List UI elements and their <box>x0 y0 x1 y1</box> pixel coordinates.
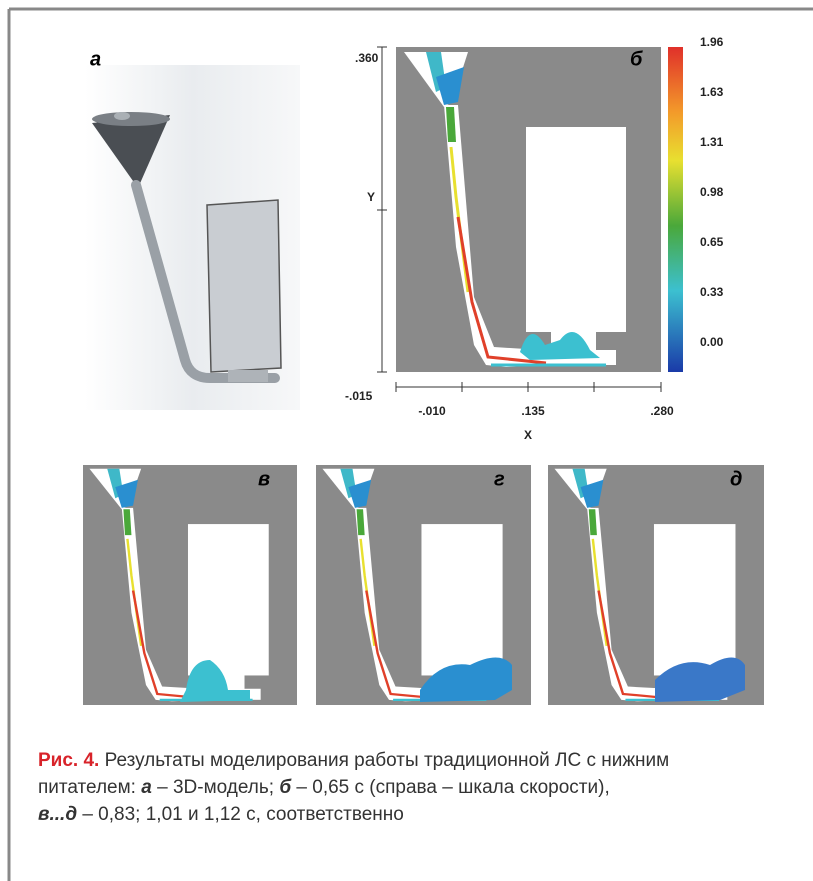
panel-label: в <box>258 468 270 490</box>
fluid <box>655 657 745 702</box>
x-label: X <box>524 428 532 442</box>
colorbar-label: 1.31 <box>700 135 724 149</box>
y-label: Y <box>367 190 375 204</box>
colorbar-labels: 1.96 1.63 1.31 0.98 0.65 0.33 0.00 <box>700 35 724 349</box>
fluid <box>520 332 600 360</box>
funnel-top <box>92 112 170 126</box>
colorbar <box>668 47 683 372</box>
colorbar-label: 0.98 <box>700 185 724 199</box>
caption-text: – 0,83; 1,01 и 1,12 с, соответственно <box>77 804 404 825</box>
colorbar-label: 0.00 <box>700 335 724 349</box>
caption-label: Рис. 4. <box>38 750 100 771</box>
caption-text: питателем: <box>38 777 142 798</box>
caption: Рис. 4. Результаты моделирования работы … <box>38 747 798 828</box>
fluid <box>180 660 250 702</box>
colorbar-label: 1.63 <box>700 85 724 99</box>
panel-label: а <box>90 48 101 70</box>
simulation <box>396 47 661 372</box>
y-top: .360 <box>355 51 379 65</box>
x-tick-label: .280 <box>650 404 674 418</box>
caption-text: а <box>141 777 152 798</box>
panel-label: г <box>494 468 505 490</box>
caption-text: – 0,65 с (справа – шкала скорости), <box>291 777 610 798</box>
simulation <box>83 465 297 705</box>
x-tick-label: .135 <box>521 404 545 418</box>
panel-label: д <box>730 468 742 490</box>
caption-text: в...д <box>38 804 78 825</box>
funnel <box>92 115 170 188</box>
y-bottom: -.015 <box>345 389 373 403</box>
caption-text: – 3D-модель; <box>151 777 280 798</box>
x-tick-label: -.010 <box>418 404 446 418</box>
colorbar-label: 0.65 <box>700 235 724 249</box>
caption-text: Результаты моделирования работы традицио… <box>99 750 670 771</box>
gate <box>228 370 268 382</box>
panel-label: б <box>630 48 643 70</box>
plate <box>206 199 282 373</box>
colorbar-label: 0.33 <box>700 285 724 299</box>
colorbar-label: 1.96 <box>700 35 724 49</box>
fluid <box>420 657 512 702</box>
caption-text: б <box>279 777 292 798</box>
pipe <box>131 180 280 383</box>
sprue <box>114 112 130 120</box>
